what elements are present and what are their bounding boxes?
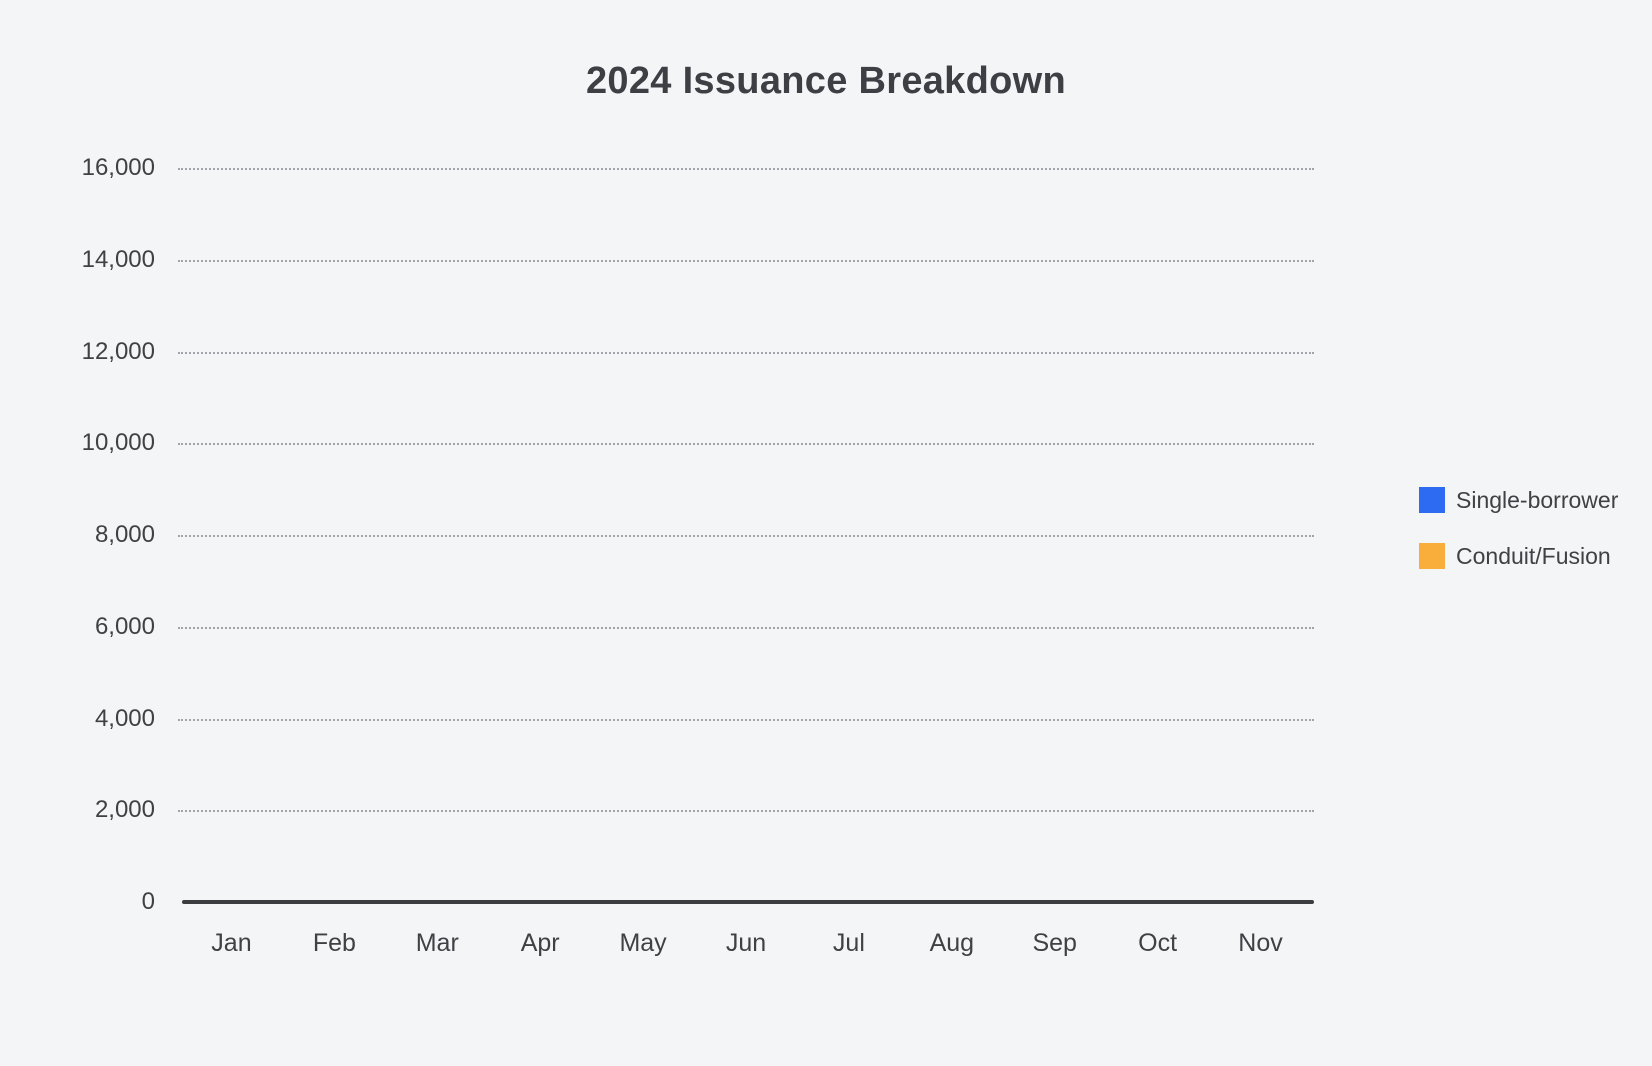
y-tick-label: 10,000: [81, 429, 155, 457]
legend-swatch-icon: [1419, 543, 1445, 569]
legend-item-label: Single-borrower: [1456, 487, 1619, 513]
legend-item-label: Conduit/Fusion: [1456, 543, 1611, 569]
gridline: [178, 443, 1314, 446]
gridline: [178, 718, 1314, 721]
gridline: [178, 810, 1314, 813]
x-tick-label: Aug: [929, 929, 975, 957]
y-tick-label: 8,000: [94, 521, 155, 548]
x-tick-label: Feb: [312, 929, 356, 957]
y-tick-label: 12,000: [81, 337, 155, 365]
x-tick-label: Jun: [725, 929, 767, 957]
x-tick-label: Oct: [1138, 929, 1178, 957]
legend-swatch-icon: [1419, 487, 1445, 513]
chart-title: 2024 Issuance Breakdown: [585, 60, 1067, 102]
gridline: [178, 626, 1314, 629]
y-tick-label: 0: [141, 888, 155, 915]
y-tick-label: 16,000: [81, 154, 155, 181]
x-tick-label: Jan: [211, 929, 252, 957]
legend-item[interactable]: Conduit/Fusion: [1419, 543, 1618, 569]
legend: Single-borrower Conduit/Fusion: [1419, 487, 1618, 569]
gridline: [178, 351, 1314, 354]
gridline: [178, 535, 1314, 537]
gridline: [178, 168, 1314, 170]
x-tick-label: Sep: [1032, 929, 1077, 957]
x-tick-label: Apr: [520, 929, 560, 957]
y-tick-label: 2,000: [94, 796, 155, 824]
y-tick-label: 14,000: [81, 245, 155, 273]
x-tick-label: Nov: [1238, 929, 1283, 957]
x-tick-label: Jul: [832, 929, 865, 957]
x-tick-label: May: [619, 929, 667, 957]
x-tick-label: Mar: [415, 929, 459, 957]
plot-area: [178, 168, 1314, 904]
x-axis-baseline: [182, 900, 1314, 904]
gridline: [178, 259, 1314, 262]
y-tick-label: 4,000: [94, 704, 155, 732]
y-tick-label: 6,000: [94, 612, 155, 640]
legend-item[interactable]: Single-borrower: [1419, 487, 1618, 513]
